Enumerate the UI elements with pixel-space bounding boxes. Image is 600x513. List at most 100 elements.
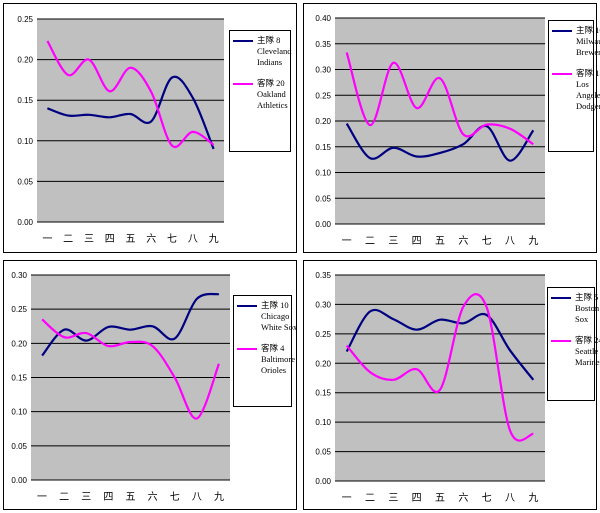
legend-swatch bbox=[551, 297, 571, 299]
line-chart-cleveland-oakland: 0.00 0.05 0.10 0.15 0.20 0.25 一二三四五六七八九 bbox=[17, 15, 224, 245]
x-tick-label: 六 bbox=[458, 492, 468, 504]
y-tick-label: 0.05 bbox=[315, 194, 331, 203]
legend-swatch bbox=[237, 305, 257, 307]
legend-label: Baltimore bbox=[261, 354, 295, 364]
x-tick-label: 八 bbox=[188, 234, 198, 245]
legend-label: Seattle bbox=[575, 346, 599, 356]
x-tick-label: 二 bbox=[63, 234, 73, 245]
x-tick-label: 四 bbox=[105, 234, 115, 245]
legend-label: Athletics bbox=[257, 100, 288, 110]
chart-panel-milwaukee-losangeles: 0.00 0.05 0.10 0.15 0.20 0.25 0.30 0.35 0.40 一 二 三 四… bbox=[303, 3, 600, 253]
x-tick-label: 一 bbox=[42, 234, 52, 245]
legend-swatch bbox=[237, 348, 257, 350]
legend-label: 主隊 5 bbox=[575, 292, 599, 302]
y-tick-label: 0.15 bbox=[315, 389, 331, 398]
x-tick-label: 三 bbox=[84, 234, 94, 245]
chart-panel-cleveland-oakland: 0.00 0.05 0.10 0.15 0.20 0.25 一二三四五六七八九 主隊 8 Cl… bbox=[3, 3, 297, 253]
y-tick-label: 0.20 bbox=[11, 339, 27, 348]
legend-label: 客隊 24 bbox=[575, 335, 600, 345]
x-tick-label: 四 bbox=[412, 493, 422, 504]
series-line-1 bbox=[345, 52, 534, 146]
y-tick-label: 0.15 bbox=[315, 143, 331, 152]
y-tick-label: 0.30 bbox=[315, 300, 331, 309]
x-tick-label: 八 bbox=[505, 236, 515, 247]
plot-area bbox=[37, 19, 224, 222]
x-tick-label: 一 bbox=[37, 492, 47, 503]
x-tick-label: 七 bbox=[167, 233, 177, 245]
y-tick-label: 0.15 bbox=[17, 96, 33, 105]
x-tick-label: 九 bbox=[528, 235, 538, 247]
y-tick-label: 0.05 bbox=[11, 442, 27, 451]
legend-swatch bbox=[233, 40, 253, 42]
legend-label: 客隊 20 bbox=[257, 78, 285, 88]
x-tick-label: 二 bbox=[365, 493, 375, 504]
legend-label: 客隊 4 bbox=[261, 343, 285, 353]
y-tick-label: 0.25 bbox=[315, 330, 331, 339]
x-tick-label: 三 bbox=[388, 493, 398, 504]
legend-entry: 主隊 10 Chicago White Sox bbox=[237, 300, 298, 333]
legend-entry: 客隊 15LosAngelesDodgers bbox=[552, 68, 600, 112]
legend-label: Los bbox=[576, 79, 589, 89]
x-tick-label: 三 bbox=[388, 236, 398, 247]
y-tick-label: 0.25 bbox=[315, 91, 331, 100]
legend-label: Sox bbox=[575, 314, 589, 324]
x-tick-label: 七 bbox=[482, 492, 492, 504]
legend-label: Brewers bbox=[576, 47, 600, 57]
legend-entry: 客隊 20 Oakland Athletics bbox=[233, 78, 288, 111]
y-tick-label: 0.30 bbox=[11, 271, 27, 280]
legend-entry: 主隊 8 Cleveland Indians bbox=[233, 35, 292, 68]
legend-entry: 主隊 16MilwaukeeBrewers bbox=[552, 25, 600, 58]
y-tick-label: 0.10 bbox=[17, 137, 33, 146]
legend-milwaukee-losangeles: 主隊 16MilwaukeeBrewers 客隊 15LosAngelesDodg… bbox=[548, 20, 600, 152]
y-tick-label: 0.25 bbox=[17, 15, 33, 24]
x-tick-label: 二 bbox=[365, 236, 375, 247]
y-tick-label: 0.00 bbox=[315, 477, 331, 486]
legend-label: Boston Red bbox=[575, 303, 600, 313]
x-tick-label: 二 bbox=[59, 492, 69, 503]
legend-label: 客隊 15 bbox=[576, 68, 600, 78]
y-tick-label: 0.00 bbox=[11, 476, 27, 485]
y-tick-label: 0.05 bbox=[315, 448, 331, 457]
x-tick-label: 六 bbox=[458, 235, 468, 247]
legend-swatch bbox=[233, 83, 253, 85]
x-tick-label: 九 bbox=[528, 492, 538, 504]
chart-panel-chicago-baltimore: 0.00 0.05 0.10 0.15 0.20 0.25 0.30 一 二 三 四 五 六七 八 九 主隊… bbox=[3, 260, 297, 510]
x-tick-label: 九 bbox=[214, 491, 224, 503]
line-chart-chicago-baltimore: 0.00 0.05 0.10 0.15 0.20 0.25 0.30 一 二 三 四 五 六七 八 九 bbox=[11, 271, 230, 503]
x-tick-label: 八 bbox=[192, 492, 202, 503]
legend-label: Orioles bbox=[261, 365, 287, 375]
legend-label: Mariners bbox=[575, 357, 600, 367]
y-tick-label: 0.35 bbox=[315, 271, 331, 280]
y-tick-label: 0.10 bbox=[315, 169, 331, 178]
legend-label: Cleveland bbox=[257, 46, 292, 56]
x-tick-label: 七 bbox=[170, 491, 180, 503]
legend-entry: 客隊 24SeattleMariners bbox=[551, 335, 600, 368]
x-tick-label: 四 bbox=[103, 492, 113, 503]
y-tick-label: 0.10 bbox=[11, 408, 27, 417]
series-line-1 bbox=[345, 293, 534, 442]
y-tick-label: 0.20 bbox=[17, 56, 33, 65]
legend-label: 主隊 10 bbox=[261, 300, 289, 310]
legend-label: Dodgers bbox=[576, 101, 600, 111]
legend-entry: 客隊 4 Baltimore Orioles bbox=[237, 343, 295, 376]
legend-label: Angeles bbox=[576, 90, 600, 100]
x-tick-label: 五 bbox=[126, 492, 136, 503]
y-tick-label: 0.30 bbox=[315, 66, 331, 75]
chart-panel-boston-seattle: 0.00 0.05 0.10 0.15 0.20 0.25 0.30 0.35 一 二 三 四 五 六 七 八… bbox=[303, 260, 600, 510]
y-tick-label: 0.20 bbox=[315, 117, 331, 126]
y-tick-label: 0.20 bbox=[315, 359, 331, 368]
legend-label: Chicago bbox=[261, 311, 290, 321]
legend-swatch bbox=[551, 340, 571, 342]
plot-area bbox=[335, 275, 545, 481]
legend-label: 主隊 16 bbox=[576, 25, 600, 35]
y-tick-label: 0.05 bbox=[17, 177, 33, 186]
x-tick-label: 四 bbox=[412, 236, 422, 247]
legend-label: Indians bbox=[257, 57, 283, 67]
legend-label: White Sox bbox=[261, 322, 298, 332]
y-tick-label: 0.40 bbox=[315, 14, 331, 23]
x-tick-label: 六 bbox=[148, 491, 158, 503]
x-tick-label: 八 bbox=[505, 493, 515, 504]
x-tick-label: 一 bbox=[342, 493, 352, 504]
